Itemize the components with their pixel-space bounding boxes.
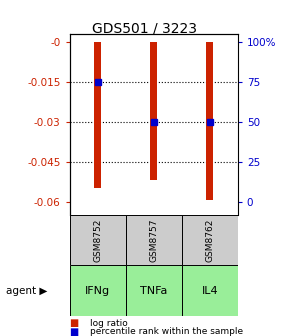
Text: GSM8752: GSM8752 xyxy=(93,218,102,262)
FancyBboxPatch shape xyxy=(182,265,238,316)
Text: TNFa: TNFa xyxy=(140,286,167,296)
FancyBboxPatch shape xyxy=(126,215,182,265)
Text: GSM8757: GSM8757 xyxy=(149,218,158,262)
Text: IL4: IL4 xyxy=(202,286,218,296)
FancyBboxPatch shape xyxy=(182,215,238,265)
Text: IFNg: IFNg xyxy=(85,286,110,296)
Text: agent ▶: agent ▶ xyxy=(6,286,47,296)
Text: percentile rank within the sample: percentile rank within the sample xyxy=(90,328,243,336)
Bar xyxy=(206,42,213,200)
Text: log ratio: log ratio xyxy=(90,319,128,328)
Bar xyxy=(94,42,101,188)
FancyBboxPatch shape xyxy=(70,265,126,316)
FancyBboxPatch shape xyxy=(126,265,182,316)
Text: GSM8762: GSM8762 xyxy=(205,218,214,262)
Bar xyxy=(150,42,157,180)
Text: ■: ■ xyxy=(70,318,79,328)
Text: ■: ■ xyxy=(70,327,79,336)
Text: GDS501 / 3223: GDS501 / 3223 xyxy=(93,22,197,36)
FancyBboxPatch shape xyxy=(70,215,126,265)
